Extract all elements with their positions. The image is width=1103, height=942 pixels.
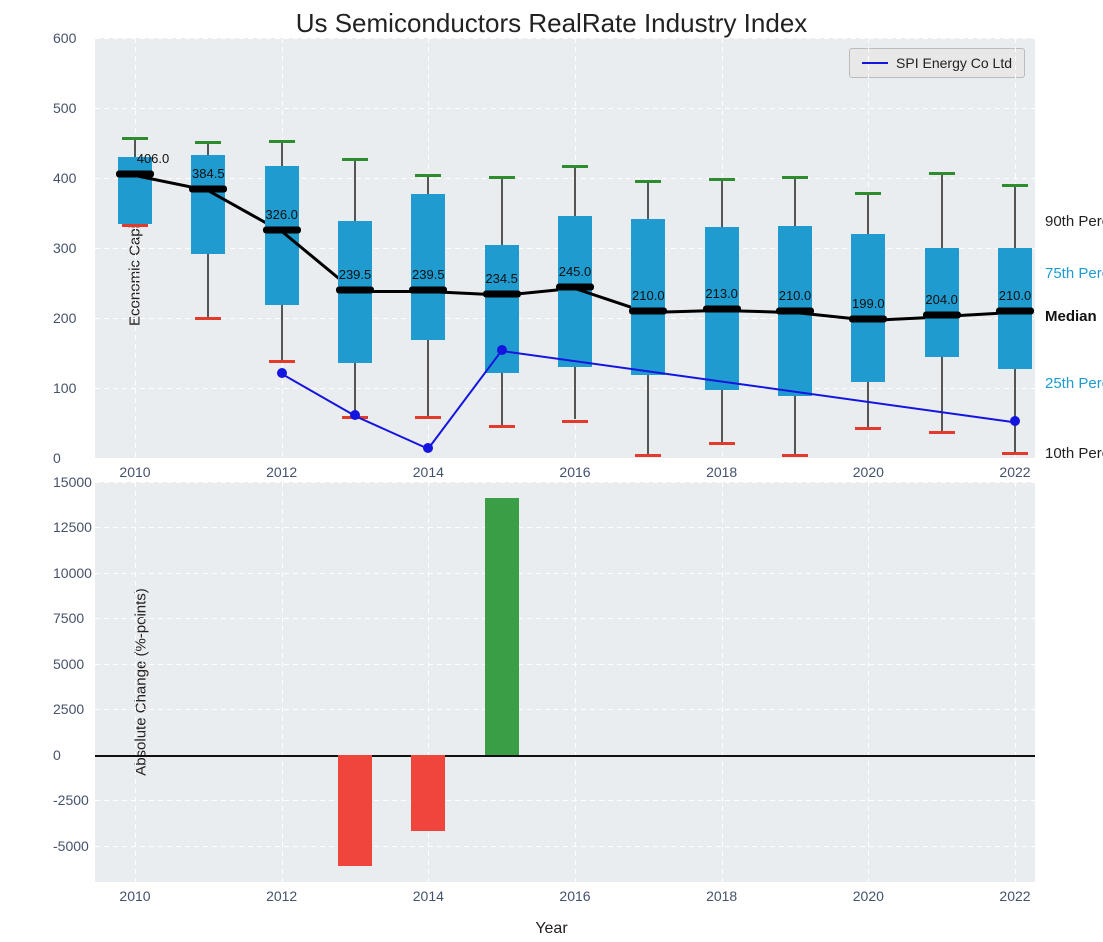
bottom-ytick--2500: -2500 [53,792,89,808]
top-xtick-2022: 2022 [999,464,1030,480]
bottom-ytick-0: 0 [53,747,61,763]
median-marker-2022[interactable] [996,308,1034,315]
p75-percentile-label: 75th Percentile [1045,265,1103,282]
median-label-2016: 245.0 [559,264,592,279]
p10-tick-2021 [929,431,955,434]
p90-tick-2022 [1002,184,1028,187]
top-xtick-2014: 2014 [413,464,444,480]
bottom-ytick-5000: 5000 [53,656,84,672]
median-label-2018: 213.0 [705,286,738,301]
p90-tick-2018 [709,178,735,181]
spi-connector-2015 [502,350,1016,423]
legend-line-swatch [862,62,888,64]
median-label-2017: 210.0 [632,288,665,303]
median-label-2011: 384.5 [192,166,225,181]
p10-tick-2022 [1002,452,1028,455]
bottom-ytick-2500: 2500 [53,701,84,717]
xaxis-title: Year [0,920,1103,938]
top-ytick-600: 600 [53,30,76,46]
p90-tick-2010 [122,137,148,140]
bottom-ytick-12500: 12500 [53,519,92,535]
median-label-2012: 326.0 [265,207,298,222]
bottom-ytick-10000: 10000 [53,565,92,581]
top-ytick-100: 100 [53,380,76,396]
top-ytick-200: 200 [53,310,76,326]
p90-tick-2020 [855,192,881,195]
median-label-2021: 204.0 [925,292,958,307]
p25-percentile-label: 25th Percentile [1045,375,1103,392]
p90-tick-2016 [562,165,588,168]
p90-tick-2014 [415,174,441,177]
p90-tick-2019 [782,176,808,179]
top-xtick-2018: 2018 [706,464,737,480]
p10-tick-2019 [782,454,808,457]
p10-tick-2020 [855,427,881,430]
bottom-panel: Absolute Change (%-points) -5000 -2500 0 25… [95,482,1035,882]
median-label-2014: 239.5 [412,267,445,282]
change-bar-2014[interactable] [411,755,445,831]
top-xtick-2010: 2010 [119,464,150,480]
top-xtick-2020: 2020 [853,464,884,480]
bottom-ytick-15000: 15000 [53,474,92,490]
median-label-2019: 210.0 [779,288,812,303]
spi-connector-2012 [281,373,355,417]
median-label-2022: 210.0 [999,288,1032,303]
p90-tick-2013 [342,158,368,161]
median-label-2020: 199.0 [852,296,885,311]
zero-reference-line [95,755,1035,757]
top-ytick-500: 500 [53,100,76,116]
bottom-xtick-2010: 2010 [119,888,150,904]
spi-connector-2013 [355,415,429,450]
bottom-xtick-2012: 2012 [266,888,297,904]
top-xtick-2016: 2016 [559,464,590,480]
top-xtick-2012: 2012 [266,464,297,480]
median-label-2013: 239.5 [339,267,372,282]
p10-tick-2015 [489,425,515,428]
legend-box[interactable]: SPI Energy Co Ltd [849,48,1025,78]
p10-tick-2011 [195,317,221,320]
bottom-xtick-2014: 2014 [413,888,444,904]
p90-tick-2017 [635,180,661,183]
change-bar-2015[interactable] [485,498,519,754]
top-panel: Economic Capital Ratio SPI Energy Co Ltd… [95,38,1035,458]
median-label-2010: 406.0 [137,151,170,166]
p10-tick-2016 [562,420,588,423]
spi-connector-2014 [428,350,503,449]
p90-tick-2015 [489,176,515,179]
top-ytick-400: 400 [53,170,76,186]
chart-title: Us Semiconductors RealRate Industry Inde… [0,8,1103,39]
change-bar-2013[interactable] [338,755,372,866]
percentile-box-2010[interactable] [118,157,152,224]
p10-tick-2014 [415,416,441,419]
top-ytick-0: 0 [53,450,61,466]
p90-percentile-label: 90th Percentile [1045,213,1103,230]
chart-root: Us Semiconductors RealRate Industry Inde… [0,0,1103,942]
percentile-box-2012[interactable] [265,166,299,305]
spi-point-2022[interactable] [1010,416,1020,426]
p90-tick-2021 [929,172,955,175]
bottom-ytick--5000: -5000 [53,838,89,854]
p90-tick-2012 [269,140,295,143]
median-percentile-label: Median [1045,308,1097,325]
p10-percentile-label: 10th Percentile [1045,445,1103,462]
p10-tick-2012 [269,360,295,363]
p90-tick-2011 [195,141,221,144]
bottom-xtick-2016: 2016 [559,888,590,904]
bottom-xtick-2020: 2020 [853,888,884,904]
bottom-xtick-2018: 2018 [706,888,737,904]
median-label-2015: 234.5 [485,271,518,286]
legend-label: SPI Energy Co Ltd [896,55,1012,71]
bottom-xtick-2022: 2022 [999,888,1030,904]
p10-tick-2010 [122,224,148,227]
top-ytick-300: 300 [53,240,76,256]
p10-tick-2017 [635,454,661,457]
bottom-ytick-7500: 7500 [53,610,84,626]
p10-tick-2018 [709,442,735,445]
